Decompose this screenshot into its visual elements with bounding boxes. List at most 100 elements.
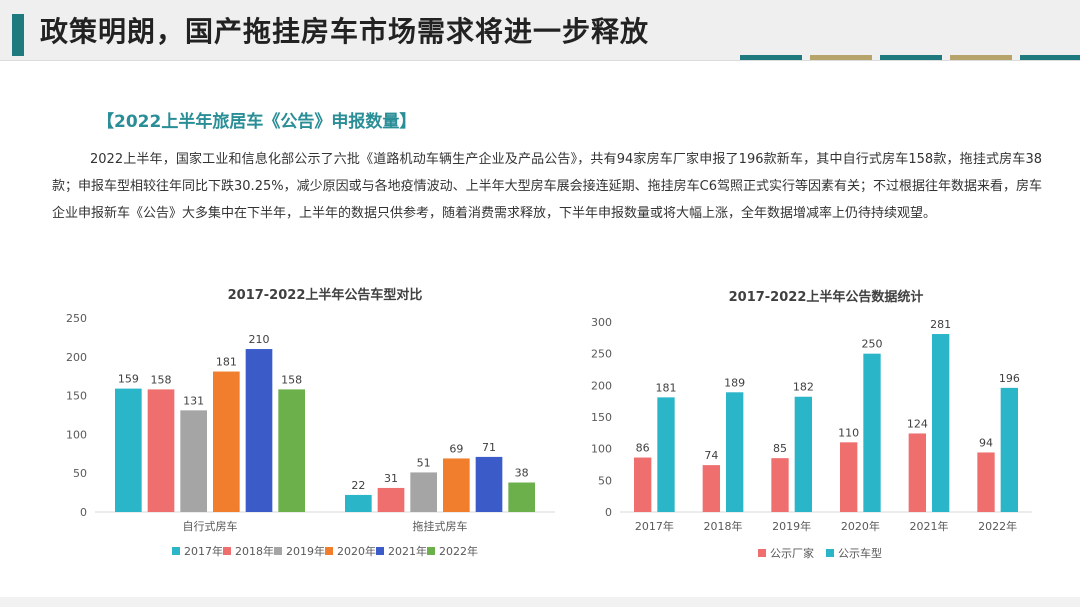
y-tick-label: 150 — [66, 390, 87, 403]
y-tick-label: 0 — [80, 506, 87, 519]
y-tick-label: 100 — [591, 443, 612, 456]
data-label: 181 — [216, 356, 237, 369]
legend-swatch-2020年 — [325, 547, 333, 555]
y-tick-label: 150 — [591, 411, 612, 424]
chart-title: 2017-2022上半年公告数据统计 — [729, 289, 924, 305]
bar-公示厂家-2022年 — [977, 452, 995, 512]
y-tick-label: 200 — [66, 351, 87, 364]
data-label: 189 — [724, 376, 745, 389]
data-label: 94 — [979, 436, 993, 449]
legend-label: 2019年 — [286, 544, 325, 558]
data-label: 31 — [384, 472, 398, 485]
data-label: 124 — [907, 417, 928, 430]
legend-label: 2020年 — [337, 544, 376, 558]
y-tick-label: 250 — [591, 348, 612, 361]
legend-swatch-2017年 — [172, 547, 180, 555]
legend-swatch-公示车型 — [826, 549, 834, 557]
chart-vehicle-type-comparison: 2017-2022上半年公告车型对比 0 50 100 150 200 250 159 158 1… — [40, 278, 560, 578]
y-tick-label: 250 — [66, 312, 87, 325]
legend-label: 公示车型 — [838, 546, 882, 560]
decor-stripe — [1020, 55, 1080, 60]
y-tick-label: 200 — [591, 379, 612, 392]
header: 政策明朗，国产拖挂房车市场需求将进一步释放 — [0, 0, 1080, 61]
data-label: 22 — [351, 479, 365, 492]
y-tick-label: 300 — [591, 316, 612, 329]
bar-公示厂家-2017年 — [634, 457, 652, 512]
bar-公示厂家-2019年 — [771, 458, 789, 512]
decor-stripe — [740, 55, 802, 60]
header-decor-stripes — [740, 55, 1080, 60]
data-label: 69 — [449, 442, 463, 455]
bar-2017年-自行式房车 — [115, 388, 142, 512]
bar-2021年-自行式房车 — [245, 349, 273, 512]
data-label: 86 — [636, 442, 650, 455]
summary-paragraph: 2022上半年，国家工业和信息化部公示了六批《道路机动车辆生产企业及产品公告》，… — [52, 152, 1042, 221]
legend-swatch-2021年 — [376, 547, 384, 555]
bar-公示厂家-2020年 — [840, 442, 858, 512]
data-label: 51 — [417, 456, 431, 469]
header-accent-bar — [12, 14, 24, 56]
chart-title: 2017-2022上半年公告车型对比 — [228, 287, 423, 303]
legend-label: 2017年 — [184, 544, 223, 558]
bar-公示车型-2021年 — [932, 334, 950, 512]
y-tick-label: 0 — [605, 506, 612, 519]
bar-2019年-拖挂式房车 — [410, 472, 437, 512]
data-label: 131 — [183, 394, 204, 407]
data-label: 158 — [151, 373, 172, 386]
decor-stripe — [810, 55, 872, 60]
bar-2020年-自行式房车 — [213, 371, 240, 512]
legend-label: 2021年 — [388, 544, 427, 558]
x-tick-label: 2020年 — [841, 519, 880, 533]
legend-label: 2022年 — [439, 544, 478, 558]
x-tick-label: 2021年 — [910, 519, 949, 533]
bar-2019年-自行式房车 — [180, 410, 207, 512]
legend-swatch-2019年 — [274, 547, 282, 555]
data-label: 281 — [930, 318, 951, 331]
data-label: 110 — [838, 426, 859, 439]
bar-2022年-自行式房车 — [278, 389, 305, 512]
x-tick-label: 2017年 — [635, 519, 674, 533]
data-label: 158 — [281, 373, 302, 386]
data-label: 250 — [862, 338, 883, 351]
legend-label: 公示厂家 — [770, 546, 814, 560]
bar-公示车型-2017年 — [657, 397, 675, 512]
y-tick-label: 50 — [598, 474, 612, 487]
x-tick-label: 2018年 — [704, 519, 743, 533]
legend-label: 2018年 — [235, 544, 274, 558]
bar-公示车型-2019年 — [794, 396, 812, 512]
footer-strip — [0, 597, 1080, 607]
legend-swatch-2022年 — [427, 547, 435, 555]
decor-stripe — [950, 55, 1012, 60]
bar-公示车型-2020年 — [863, 353, 881, 512]
bar-公示车型-2018年 — [726, 392, 744, 512]
x-tick-label: 拖挂式房车 — [413, 519, 468, 533]
data-label: 38 — [515, 467, 529, 480]
bar-公示车型-2022年 — [1000, 387, 1018, 512]
bar-2021年-拖挂式房车 — [475, 456, 503, 512]
bar-2020年-拖挂式房车 — [443, 458, 470, 512]
section-title: 【2022上半年旅居车《公告》申报数量】 — [97, 112, 417, 132]
legend-swatch-2018年 — [223, 547, 231, 555]
x-tick-label: 2019年 — [772, 519, 811, 533]
bar-2017年-拖挂式房车 — [345, 494, 372, 512]
data-label: 182 — [793, 381, 814, 394]
data-label: 71 — [482, 441, 496, 454]
x-tick-label: 自行式房车 — [183, 519, 238, 533]
bar-2022年-拖挂式房车 — [508, 482, 535, 512]
data-label: 74 — [704, 449, 718, 462]
chart-announcement-statistics: 2017-2022上半年公告数据统计 0 50 100 150 200 250 300 86 18… — [580, 278, 1050, 578]
legend-swatch-公示厂家 — [758, 549, 766, 557]
data-label: 210 — [249, 333, 270, 346]
bar-公示厂家-2018年 — [702, 465, 720, 512]
bar-2018年-自行式房车 — [147, 389, 175, 512]
data-label: 85 — [773, 442, 787, 455]
data-label: 159 — [118, 373, 139, 386]
x-tick-label: 2022年 — [978, 519, 1017, 533]
data-label: 181 — [656, 381, 677, 394]
bar-2018年-拖挂式房车 — [377, 487, 405, 512]
bar-公示厂家-2021年 — [908, 433, 926, 512]
decor-stripe — [880, 55, 942, 60]
y-tick-label: 50 — [73, 467, 87, 480]
chart-svg: 2017-2022上半年公告数据统计 0 50 100 150 200 250 300 86 18… — [591, 289, 1032, 560]
chart-svg: 2017-2022上半年公告车型对比 0 50 100 150 200 250 159 158 1… — [66, 287, 555, 558]
